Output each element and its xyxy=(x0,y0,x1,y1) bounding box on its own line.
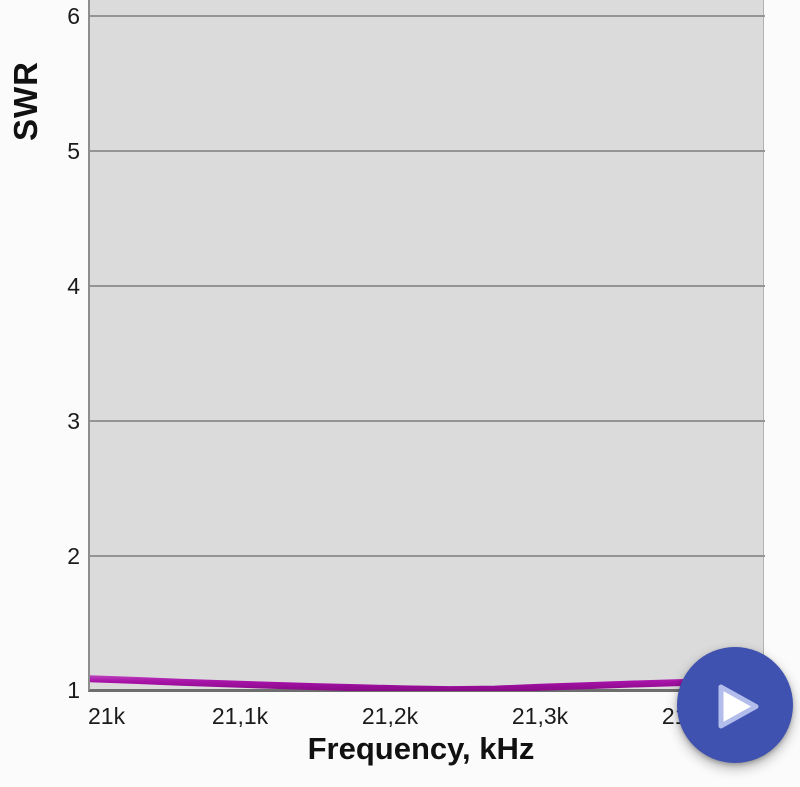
x-tick-label-21100: 21,1k xyxy=(211,703,269,729)
y-tick-label-5: 5 xyxy=(67,137,80,164)
x-tick-label-21200: 21,2k xyxy=(361,703,419,729)
x-tick-label-21300: 21,3k xyxy=(511,703,569,729)
x-tick-label-21000: 21k xyxy=(88,703,126,729)
play-icon xyxy=(718,684,759,729)
gridline-swr-4 xyxy=(90,284,765,287)
y-tick-label-4: 4 xyxy=(67,272,80,299)
play-fab-button[interactable] xyxy=(677,647,793,763)
x-axis-title: Frequency, kHz xyxy=(307,731,535,766)
gridline-swr-6 xyxy=(90,14,765,17)
y-axis-title: SWR xyxy=(7,61,44,141)
gridline-swr-3 xyxy=(90,420,765,423)
y-tick-label-1: 1 xyxy=(67,677,80,703)
chart-plot-area[interactable] xyxy=(88,0,764,692)
y-tick-label-3: 3 xyxy=(67,408,80,435)
y-tick-label-6: 6 xyxy=(67,2,80,29)
y-tick-label-2: 2 xyxy=(67,543,80,570)
gridline-swr-5 xyxy=(90,149,765,152)
gridline-swr-2 xyxy=(90,555,765,558)
